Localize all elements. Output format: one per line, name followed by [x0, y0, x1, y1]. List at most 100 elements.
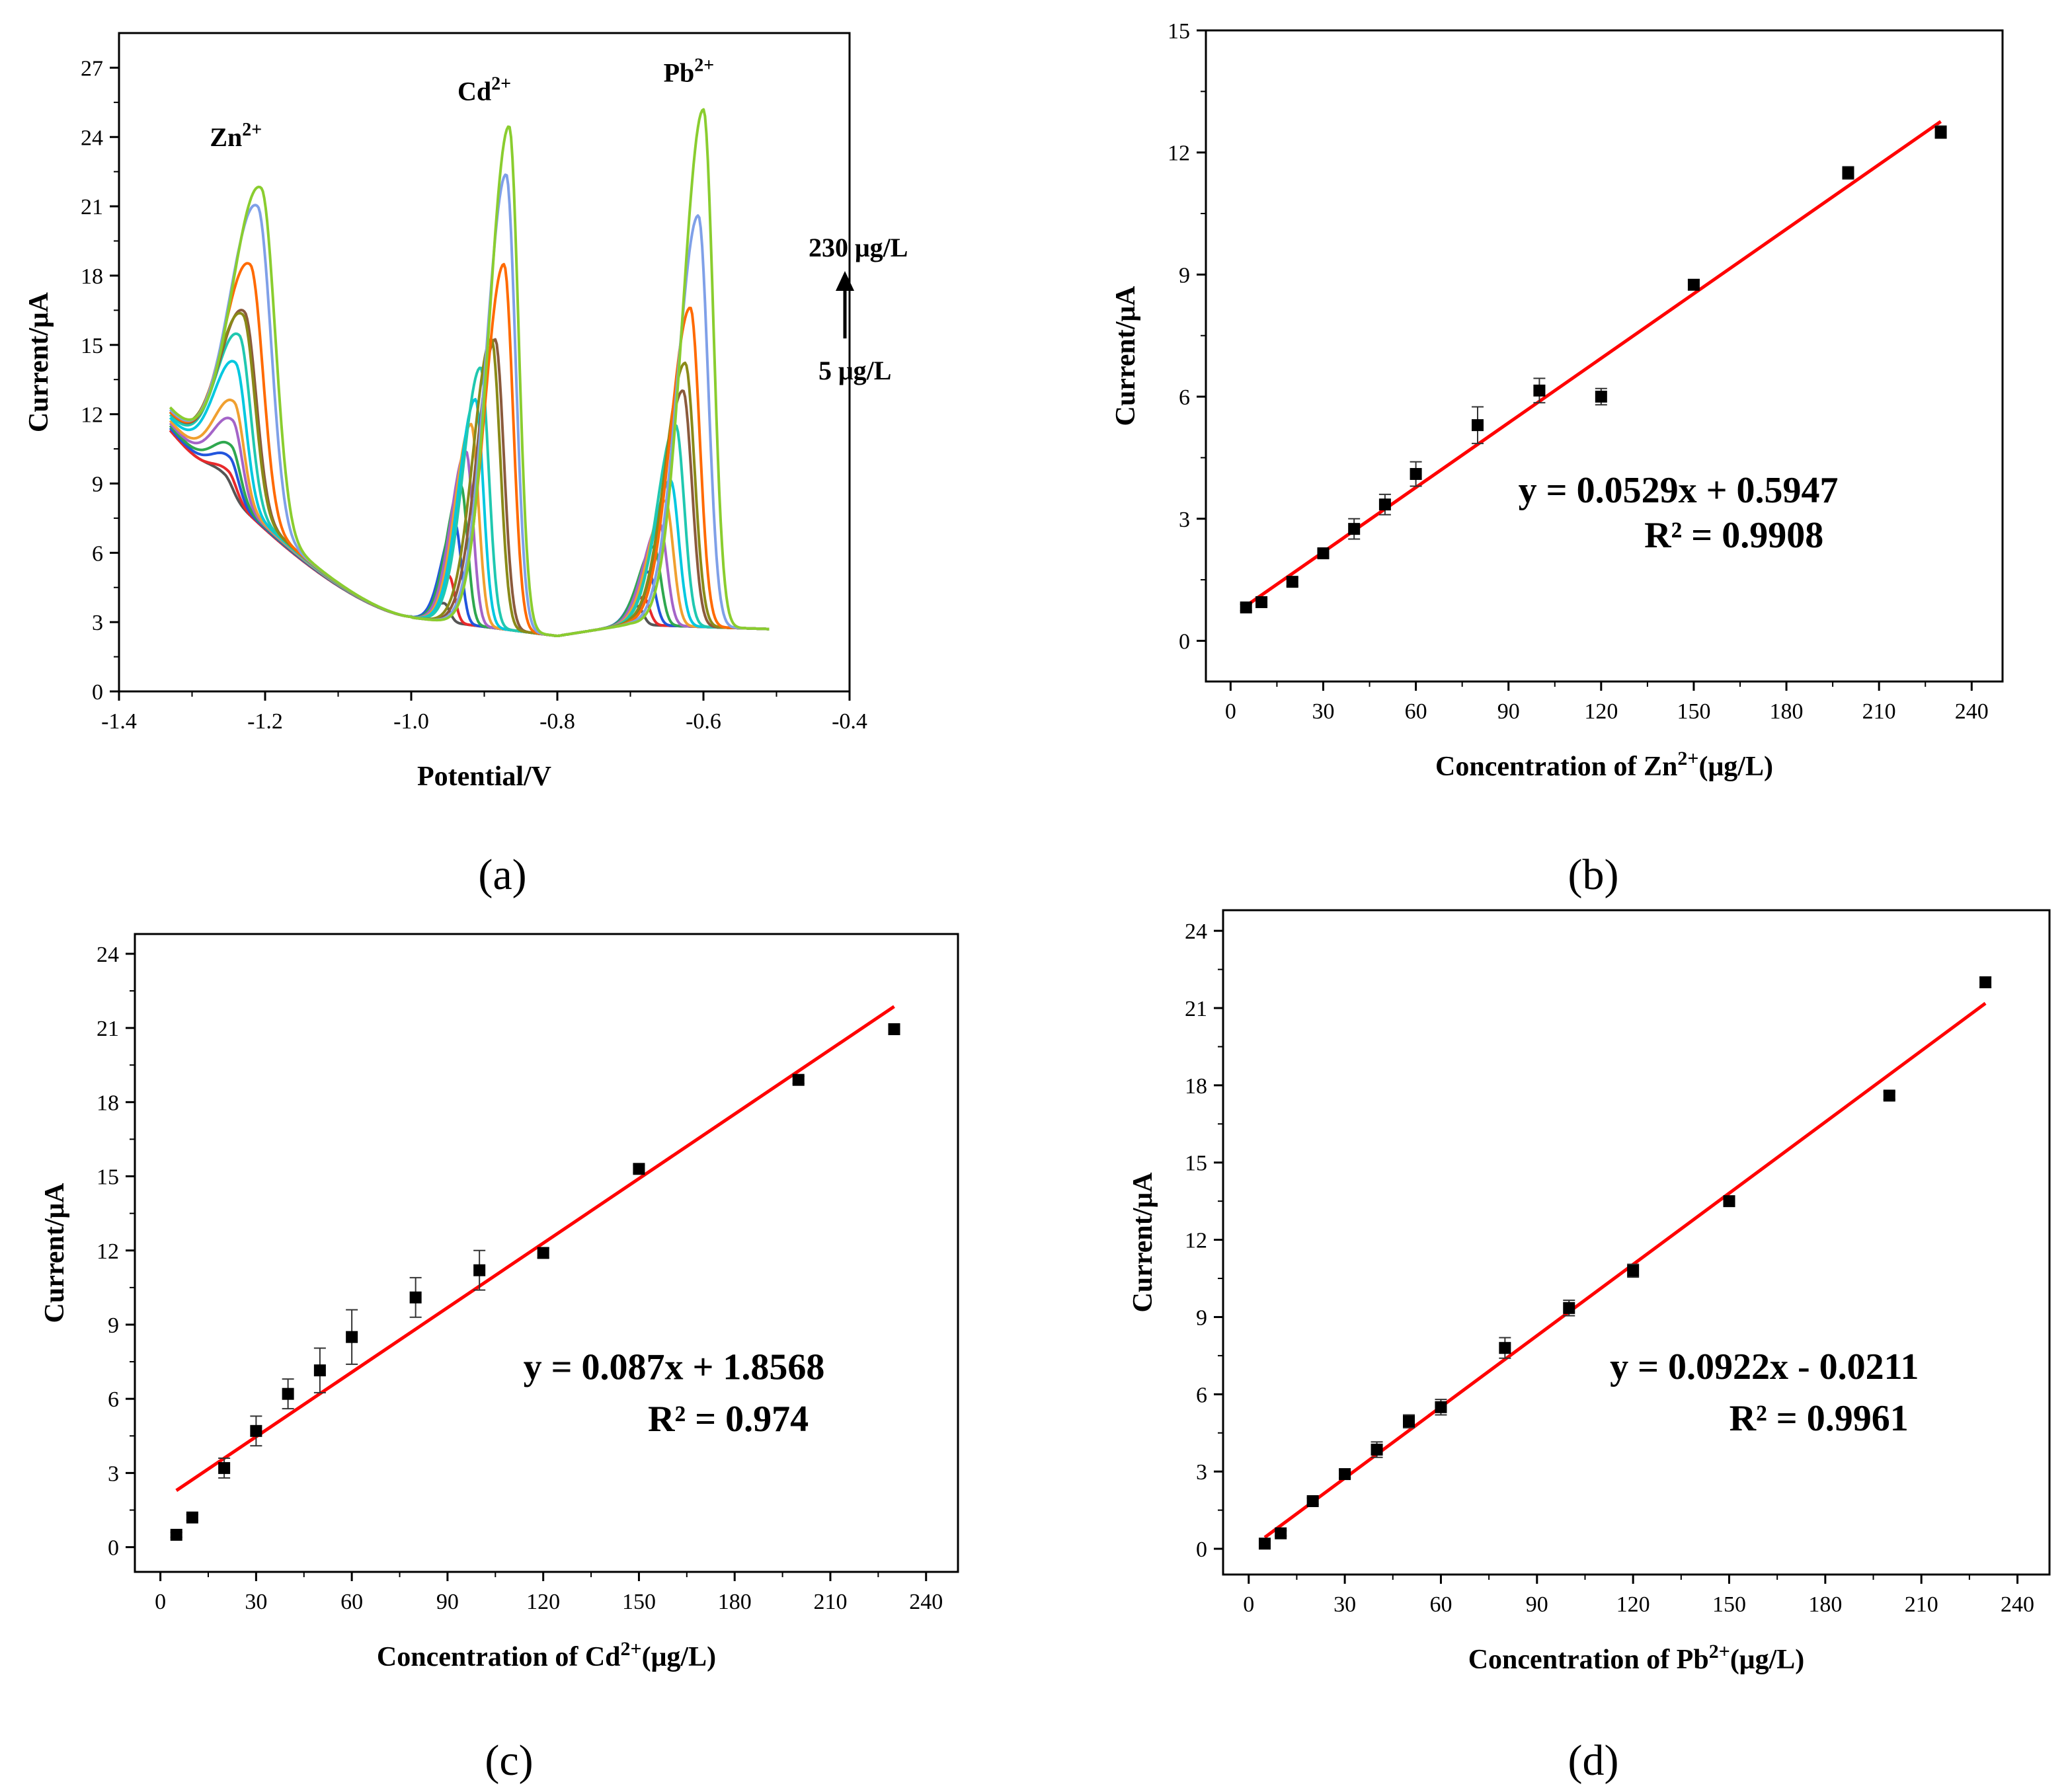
x-tick-label: 240 [1955, 699, 1989, 724]
data-point [1595, 391, 1607, 403]
x-tick-label: 180 [718, 1590, 752, 1614]
data-point [250, 1424, 262, 1437]
data-point [1378, 498, 1391, 511]
x-tick-label: -0.6 [686, 709, 721, 734]
y-tick-label: 15 [1168, 19, 1190, 44]
data-point [282, 1387, 294, 1400]
data-point [537, 1247, 549, 1259]
x-tick-label: -0.8 [539, 709, 575, 734]
fit-r-squared: R² = 0.974 [648, 1399, 809, 1440]
data-point [1410, 468, 1422, 481]
data-point [1563, 1302, 1575, 1314]
data-point [1255, 596, 1268, 608]
panel-c: 0 30 60 90 120 150 180 210 240 0 3 6 9 12 15 18 21 24 Curr… [40, 933, 959, 1785]
x-tick-label: 240 [2001, 1592, 2034, 1617]
x-axis-label-suffix: (μg/L) [1698, 752, 1772, 782]
data-point [186, 1511, 198, 1524]
y-tick-label: 24 [81, 126, 103, 150]
x-tick-label: 60 [1405, 699, 1427, 724]
dpv-curves [169, 108, 770, 637]
y-tick-label: 21 [81, 195, 103, 219]
panel-label: (b) [1568, 851, 1619, 899]
x-tick-label: 120 [1616, 1592, 1650, 1617]
data-point [792, 1073, 805, 1086]
x-tick-label: -1.2 [247, 709, 283, 734]
data-point [1499, 1342, 1511, 1354]
peak-label-ion: Pb [664, 58, 695, 87]
x-tick-label: 120 [1584, 699, 1618, 724]
data-point [409, 1291, 422, 1304]
x-tick-label: 0 [1243, 1592, 1254, 1617]
data-point [1435, 1401, 1447, 1413]
peak-label-pb: Pb2+ [664, 55, 715, 87]
fit-line [1263, 1001, 1987, 1539]
data-point [1240, 601, 1252, 613]
y-tick-label: 18 [1185, 1074, 1207, 1099]
panel-label: (c) [485, 1736, 533, 1785]
x-tick-label: 90 [1497, 699, 1520, 724]
fit-equation: y = 0.0922x - 0.0211 [1610, 1346, 1919, 1387]
x-tick-label: 210 [1905, 1592, 1938, 1617]
x-axis-label-suffix: (μg/L) [1730, 1645, 1804, 1675]
data-point [1403, 1415, 1415, 1428]
fit-line [175, 1005, 895, 1492]
y-tick-label: 21 [97, 1017, 119, 1041]
data-point [170, 1528, 182, 1541]
x-axis-label-superscript: 2+ [1677, 748, 1698, 769]
y-tick-label: 0 [1196, 1538, 1207, 1562]
x-tick-label: 0 [155, 1590, 166, 1614]
plot-frame [1205, 29, 2004, 683]
x-axis-label-superscript: 2+ [1709, 1641, 1730, 1662]
y-tick-label: 18 [81, 264, 103, 289]
x-tick-label: 120 [526, 1590, 560, 1614]
data-point [346, 1331, 358, 1343]
x-tick-label: 0 [1225, 699, 1236, 724]
panel-a: -1.4 -1.2 -1.0 -0.8 -0.6 -0.4 0 3 6 9 12 15 18 21 24 27… [24, 32, 908, 899]
x-tick-label: 30 [1312, 699, 1334, 724]
data-point [218, 1461, 231, 1474]
x-tick-label: 90 [436, 1590, 459, 1614]
x-tick-label: 60 [340, 1590, 363, 1614]
concentration-low-label: 5 μg/L [818, 356, 891, 385]
y-tick-label: 12 [81, 403, 103, 428]
y-tick-label: 21 [1185, 997, 1207, 1021]
data-point [313, 1364, 326, 1377]
peak-label-ion: Zn [210, 122, 242, 152]
x-axis-label-prefix: Concentration of Zn [1435, 752, 1677, 782]
panel-d: 0 30 60 90 120 150 180 210 240 0 3 6 9 12 15 18 21 24 Curr… [1128, 909, 2051, 1785]
y-tick-label: 6 [1196, 1383, 1207, 1407]
y-axis-label: Current/μA [24, 292, 54, 432]
fit-line [1245, 120, 1942, 607]
data-point [1687, 278, 1700, 291]
data-point [1472, 419, 1484, 432]
x-axis-label-prefix: Concentration of Pb [1468, 1645, 1709, 1675]
x-axis-label-suffix: (μg/L) [642, 1642, 716, 1672]
peak-label-zn: Zn2+ [210, 120, 262, 152]
y-tick-label: 0 [92, 680, 103, 705]
peak-label-ion: Cd [457, 76, 491, 106]
x-tick-label: 210 [813, 1590, 847, 1614]
x-tick-label: 90 [1526, 1592, 1548, 1617]
panel-b: 0 30 60 90 120 150 180 210 240 0 3 6 9 12 15 Current/μA… [1111, 19, 2004, 899]
x-axis-label: Concentration of Pb2+(μg/L) [1468, 1641, 1805, 1675]
fit-equation: y = 0.087x + 1.8568 [524, 1346, 825, 1387]
y-tick-label: 6 [1179, 385, 1190, 410]
x-tick-label: 240 [909, 1590, 943, 1614]
dpv-curve-230-g-l [169, 108, 770, 637]
y-axis-label: Current/μA [1128, 1172, 1158, 1313]
data-point [633, 1163, 645, 1175]
x-axis-label: Concentration of Cd2+(μg/L) [377, 1638, 716, 1672]
data-point [1371, 1444, 1383, 1456]
peak-label-cd: Cd2+ [457, 73, 511, 106]
y-tick-label: 18 [97, 1091, 119, 1115]
plot-frame [1222, 909, 2051, 1576]
y-tick-label: 24 [97, 943, 119, 967]
data-point [1339, 1468, 1351, 1481]
peak-label-charge: 2+ [491, 73, 511, 94]
data-point [473, 1264, 486, 1276]
concentration-high-label: 230 μg/L [809, 233, 908, 262]
y-tick-label: 9 [92, 472, 103, 496]
y-tick-label: 12 [97, 1239, 119, 1264]
data-point [888, 1023, 900, 1036]
